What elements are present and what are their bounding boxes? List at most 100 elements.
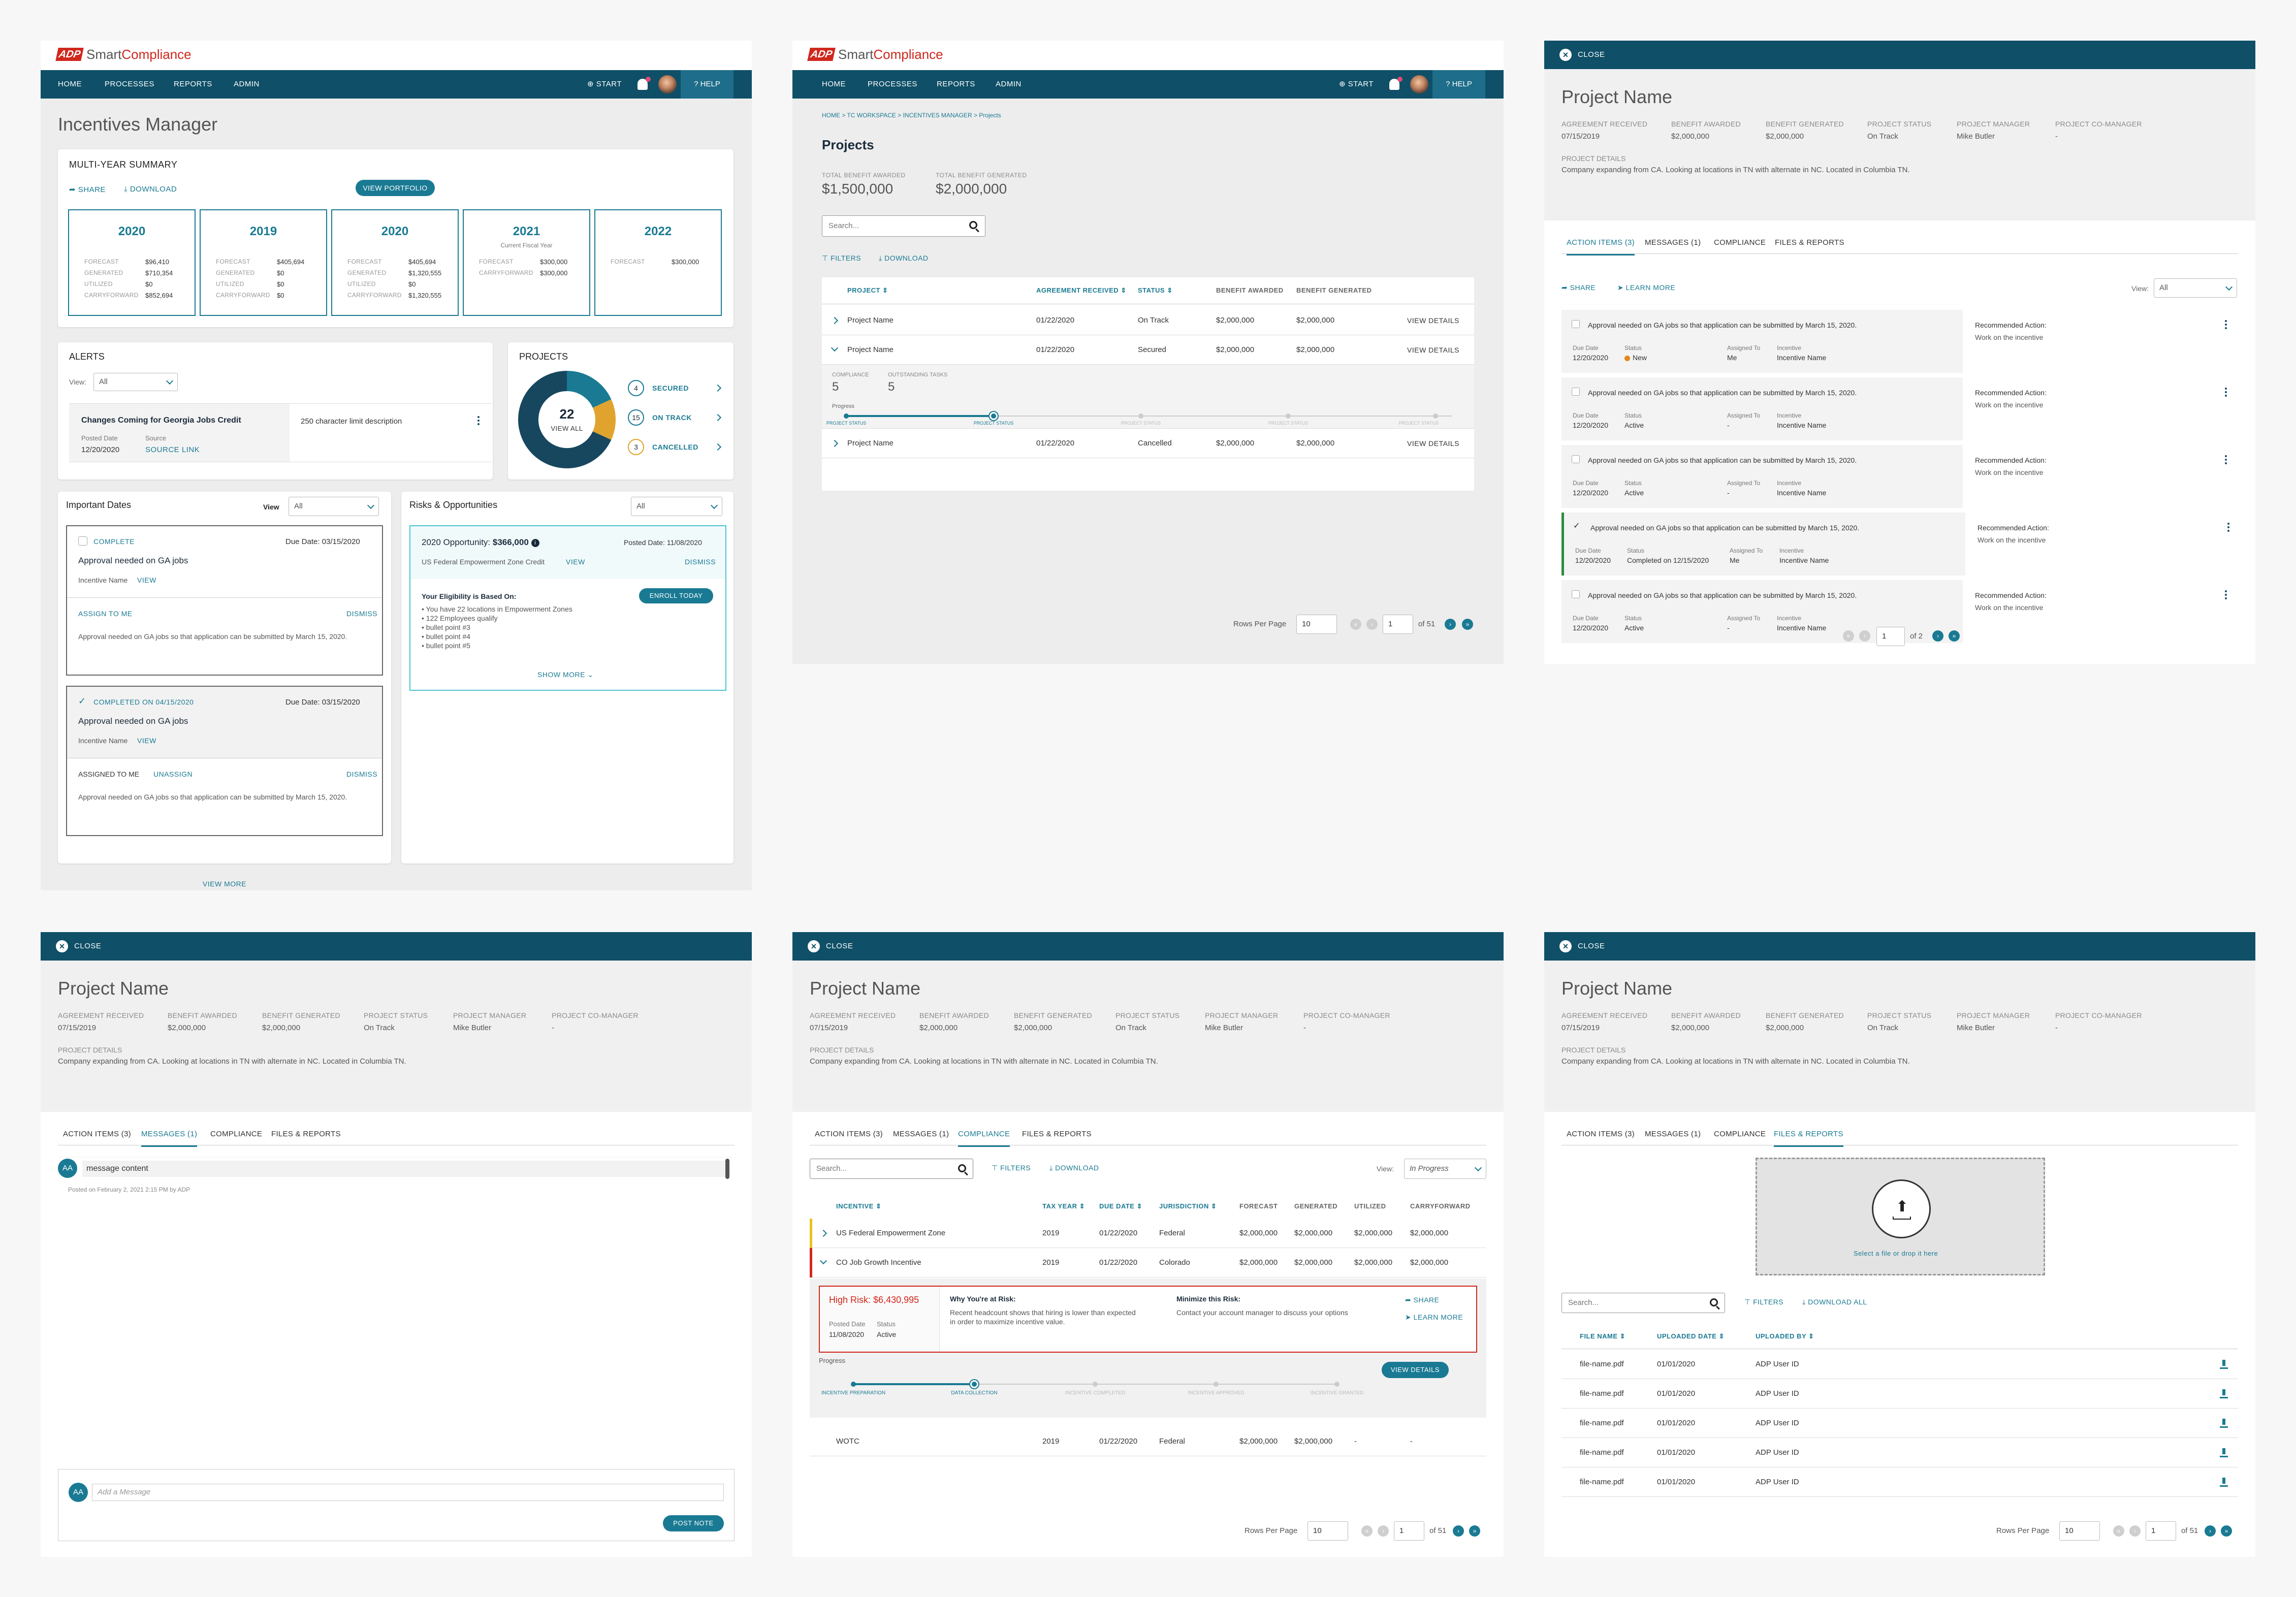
col-uploaded-by[interactable]: UPLOADED BY ⇕ (1756, 1332, 1814, 1340)
tab-action-items[interactable]: ACTION ITEMS (3) (815, 1130, 883, 1138)
progress-step[interactable] (970, 1380, 978, 1388)
close-icon[interactable]: × (56, 940, 68, 952)
col-tax-year[interactable]: TAX YEAR ⇕ (1042, 1202, 1086, 1210)
nav-home[interactable]: HOME (822, 80, 846, 88)
last-page-icon[interactable]: » (1949, 630, 1960, 642)
tab-files-reports[interactable]: FILES & REPORTS (1775, 238, 1844, 247)
upload-circle[interactable]: ⬆ (1872, 1179, 1931, 1238)
tab-files-reports[interactable]: FILES & REPORTS (271, 1130, 341, 1138)
close-label[interactable]: CLOSE (1578, 50, 1605, 59)
last-page-icon[interactable]: » (2221, 1525, 2232, 1537)
file-row[interactable]: file-name.pdf 01/01/2020 ADP User ID (1561, 1350, 2238, 1379)
dismiss-link[interactable]: DISMISS (346, 770, 378, 778)
download-icon[interactable] (2220, 1478, 2228, 1487)
nav-admin[interactable]: ADMIN (996, 80, 1022, 88)
download-button[interactable]: ⤓ DOWNLOAD (1049, 1164, 1099, 1172)
page-input[interactable]: 1 (1876, 627, 1905, 646)
file-dropzone[interactable]: ⬆ Select a file or drop it here (1756, 1158, 2045, 1275)
view-portfolio-button[interactable]: VIEW PORTFOLIO (356, 180, 435, 196)
tab-messages[interactable]: MESSAGES (1) (1645, 1130, 1701, 1138)
col-jurisdiction[interactable]: JURISDICTION ⇕ (1159, 1202, 1217, 1210)
project-row[interactable]: Project Name 01/22/2020 Secured $2,000,000 $… (822, 335, 1474, 365)
nav-start[interactable]: ⊕ START (1338, 80, 1374, 88)
file-row[interactable]: file-name.pdf 01/01/2020 ADP User ID (1561, 1379, 2238, 1409)
nav-start[interactable]: ⊕ START (587, 80, 622, 88)
donut-segment-cancelled[interactable] (592, 399, 616, 440)
close-icon[interactable]: × (808, 940, 820, 952)
first-page-icon[interactable]: « (1350, 619, 1361, 630)
chevron-right-icon[interactable] (714, 443, 722, 451)
donut-segment-secured[interactable] (566, 371, 612, 408)
first-page-icon[interactable]: « (1361, 1525, 1373, 1537)
tab-messages[interactable]: MESSAGES (1) (1645, 238, 1701, 247)
compliance-row[interactable]: WOTC 2019 01/22/2020 Federal $2,000,000 $2,00… (810, 1427, 1486, 1456)
action-checkbox[interactable] (1572, 320, 1580, 328)
notification-bell-icon[interactable] (1389, 77, 1402, 90)
progress-step[interactable] (1286, 413, 1291, 419)
view-details-link[interactable]: VIEW DETAILS (1407, 346, 1459, 354)
file-row[interactable]: file-name.pdf 01/01/2020 ADP User ID (1561, 1438, 2238, 1467)
chevron-right-icon[interactable] (831, 316, 839, 325)
close-label[interactable]: CLOSE (1578, 942, 1605, 950)
download-link[interactable]: ⤓ DOWNLOAD (124, 185, 177, 194)
last-page-icon[interactable]: » (1469, 1525, 1480, 1537)
download-icon[interactable] (2220, 1360, 2228, 1369)
breadcrumb[interactable]: HOME > TC WORKSPACE > INCENTIVES MANAGER… (822, 112, 1001, 119)
first-page-icon[interactable]: « (1843, 630, 1854, 642)
user-avatar[interactable] (1410, 75, 1428, 93)
project-row[interactable]: Project Name 01/22/2020 Cancelled $2,000,00… (822, 429, 1474, 458)
chevron-right-icon[interactable] (714, 384, 722, 392)
nav-admin[interactable]: ADMIN (234, 80, 260, 88)
tab-compliance[interactable]: COMPLIANCE (958, 1123, 1010, 1147)
col-file-name[interactable]: FILE NAME ⇕ (1580, 1332, 1626, 1340)
view-details-link[interactable]: VIEW DETAILS (1407, 316, 1459, 325)
donut-segment-on-track[interactable] (518, 371, 612, 468)
year-card[interactable]: 2021 Current Fiscal Year FORECAST $300,000 C… (463, 209, 590, 316)
nav-processes[interactable]: PROCESSES (105, 80, 154, 88)
progress-step[interactable] (1093, 1382, 1098, 1387)
prev-page-icon[interactable]: ‹ (1366, 619, 1378, 630)
opportunity-view-link[interactable]: VIEW (566, 558, 585, 566)
complete-checkbox[interactable] (78, 536, 87, 546)
search-input[interactable]: Search... (810, 1159, 973, 1179)
tab-files-reports[interactable]: FILES & REPORTS (1022, 1130, 1092, 1138)
tab-action-items[interactable]: ACTION ITEMS (3) (1567, 1130, 1635, 1138)
filters-button[interactable]: ⊤ FILTERS (1744, 1298, 1784, 1306)
close-label[interactable]: CLOSE (74, 942, 102, 950)
download-icon[interactable] (2220, 1448, 2228, 1457)
nav-reports[interactable]: REPORTS (937, 80, 975, 88)
col-incentive[interactable]: INCENTIVE ⇕ (836, 1202, 882, 1210)
progress-step[interactable] (1334, 1382, 1340, 1387)
nav-reports[interactable]: REPORTS (174, 80, 212, 88)
action-item[interactable]: ✓ Approval needed on GA jobs so that appl… (1561, 513, 2238, 576)
progress-step[interactable] (1433, 413, 1438, 419)
view-more-link[interactable]: VIEW MORE (202, 880, 247, 888)
chevron-down-icon[interactable] (831, 344, 839, 352)
page-input[interactable]: 1 (1394, 1521, 1424, 1541)
scrollbar[interactable] (725, 1159, 729, 1179)
nav-home[interactable]: HOME (58, 80, 82, 88)
tab-compliance[interactable]: COMPLIANCE (210, 1130, 263, 1138)
message-input[interactable]: Add a Message (92, 1484, 724, 1501)
alert-more-icon[interactable] (477, 416, 480, 418)
progress-step[interactable] (1214, 1382, 1219, 1387)
action-item[interactable]: Approval needed on GA jobs so that appli… (1561, 445, 2238, 508)
search-icon[interactable] (958, 1164, 966, 1172)
risks-view-select[interactable]: All (631, 497, 722, 516)
progress-step[interactable] (844, 413, 849, 419)
upload-link[interactable]: Select a file or drop it here (1854, 1250, 1938, 1257)
prev-page-icon[interactable]: ‹ (1378, 1525, 1389, 1537)
action-checkbox[interactable] (1572, 388, 1580, 396)
view-details-button[interactable]: VIEW DETAILS (1382, 1362, 1449, 1378)
more-options-icon[interactable] (2225, 320, 2227, 322)
info-icon[interactable]: i (531, 538, 539, 547)
file-row[interactable]: file-name.pdf 01/01/2020 ADP User ID (1561, 1409, 2238, 1438)
filters-button[interactable]: ⊤ FILTERS (992, 1164, 1031, 1172)
col-agreement[interactable]: AGREEMENT RECEIVED ⇕ (1036, 286, 1127, 294)
more-options-icon[interactable] (2225, 590, 2227, 592)
legend-item[interactable]: 3 CANCELLED (628, 438, 724, 456)
dates-view-select[interactable]: All (289, 497, 379, 516)
tab-compliance[interactable]: COMPLIANCE (1714, 238, 1766, 247)
rows-per-page-select[interactable]: 10 (1296, 615, 1337, 634)
checkmark-icon[interactable]: ✓ (78, 696, 86, 706)
